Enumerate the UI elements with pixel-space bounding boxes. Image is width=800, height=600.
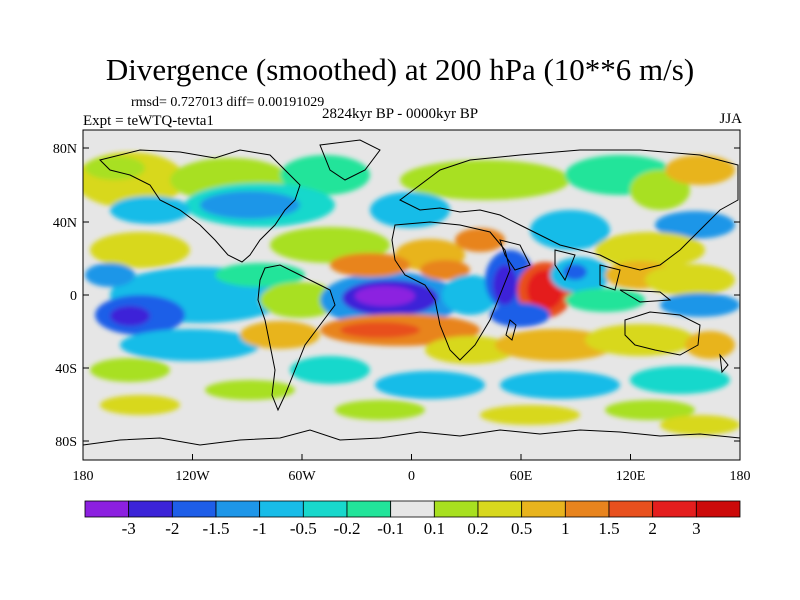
colorbar-labels: -3 -2 -1.5 -1 -0.5 -0.2 -0.1 0.1 0.2 0.5 1 1.5 2 3 xyxy=(122,519,701,538)
lat-tick-label: 40S xyxy=(55,362,77,377)
colorbar-swatch xyxy=(695,500,741,518)
colorbar-label: -0.5 xyxy=(290,519,317,538)
colorbar-swatch xyxy=(128,500,173,518)
colorbar-label: -1 xyxy=(253,519,267,538)
contour-field xyxy=(83,152,740,435)
map-title: Divergence (smoothed) at 200 hPa (10**6 … xyxy=(105,52,695,87)
colorbar-swatch xyxy=(215,500,261,518)
lat-tick-label: 0 xyxy=(70,289,77,304)
colorbar-swatch xyxy=(259,500,304,518)
colorbar-label: -1.5 xyxy=(203,519,230,538)
colorbar-swatch xyxy=(171,500,217,518)
lon-tick-label: 120W xyxy=(175,469,210,484)
lat-tick-marks xyxy=(83,147,740,442)
colorbar-label: 0.2 xyxy=(467,519,488,538)
season-label: JJA xyxy=(719,111,742,127)
lat-tick-label: 40N xyxy=(53,216,77,231)
period-label: 2824kyr BP - 0000kyr BP xyxy=(322,106,479,122)
colorbar-swatch xyxy=(84,500,130,518)
colorbar-swatch xyxy=(608,500,654,518)
coastlines xyxy=(83,139,740,446)
lon-tick-label: 60E xyxy=(510,469,533,484)
lat-tick-label: 80N xyxy=(53,142,77,157)
colorbar-label: -0.2 xyxy=(334,519,361,538)
lat-tick-label: 80S xyxy=(55,435,77,450)
colorbar xyxy=(84,500,741,518)
colorbar-label: -0.1 xyxy=(377,519,404,538)
colorbar-label: 2 xyxy=(648,519,657,538)
colorbar-label: -2 xyxy=(165,519,179,538)
rmsd-diff-stats: rmsd= 0.727013 diff= 0.00191029 xyxy=(131,95,325,110)
colorbar-swatch xyxy=(346,500,392,518)
colorbar-label: 0.1 xyxy=(424,519,445,538)
colorbar-label: 3 xyxy=(692,519,701,538)
lon-tick-label: 120E xyxy=(616,469,646,484)
lon-tick-label: 180 xyxy=(730,469,751,484)
colorbar-label: -3 xyxy=(122,519,136,538)
colorbar-swatch xyxy=(390,500,435,518)
colorbar-label: 1 xyxy=(561,519,570,538)
experiment-label: Expt = teWTQ-tevta1 xyxy=(83,113,214,129)
lat-tick-labels: 80N 40N 0 40S 80S xyxy=(53,142,77,450)
lon-tick-labels: 180 120W 60W 0 60E 120E 180 xyxy=(73,469,751,484)
colorbar-swatch xyxy=(521,500,566,518)
colorbar-swatch xyxy=(433,500,479,518)
lon-tick-label: 180 xyxy=(73,469,94,484)
lon-tick-marks xyxy=(82,454,741,460)
colorbar-swatch xyxy=(477,500,523,518)
colorbar-swatch xyxy=(302,500,348,518)
lon-tick-label: 60W xyxy=(288,469,316,484)
colorbar-label: 0.5 xyxy=(511,519,532,538)
colorbar-swatch xyxy=(652,500,697,518)
colorbar-swatch xyxy=(564,500,610,518)
colorbar-label: 1.5 xyxy=(598,519,619,538)
lon-tick-label: 0 xyxy=(408,469,415,484)
